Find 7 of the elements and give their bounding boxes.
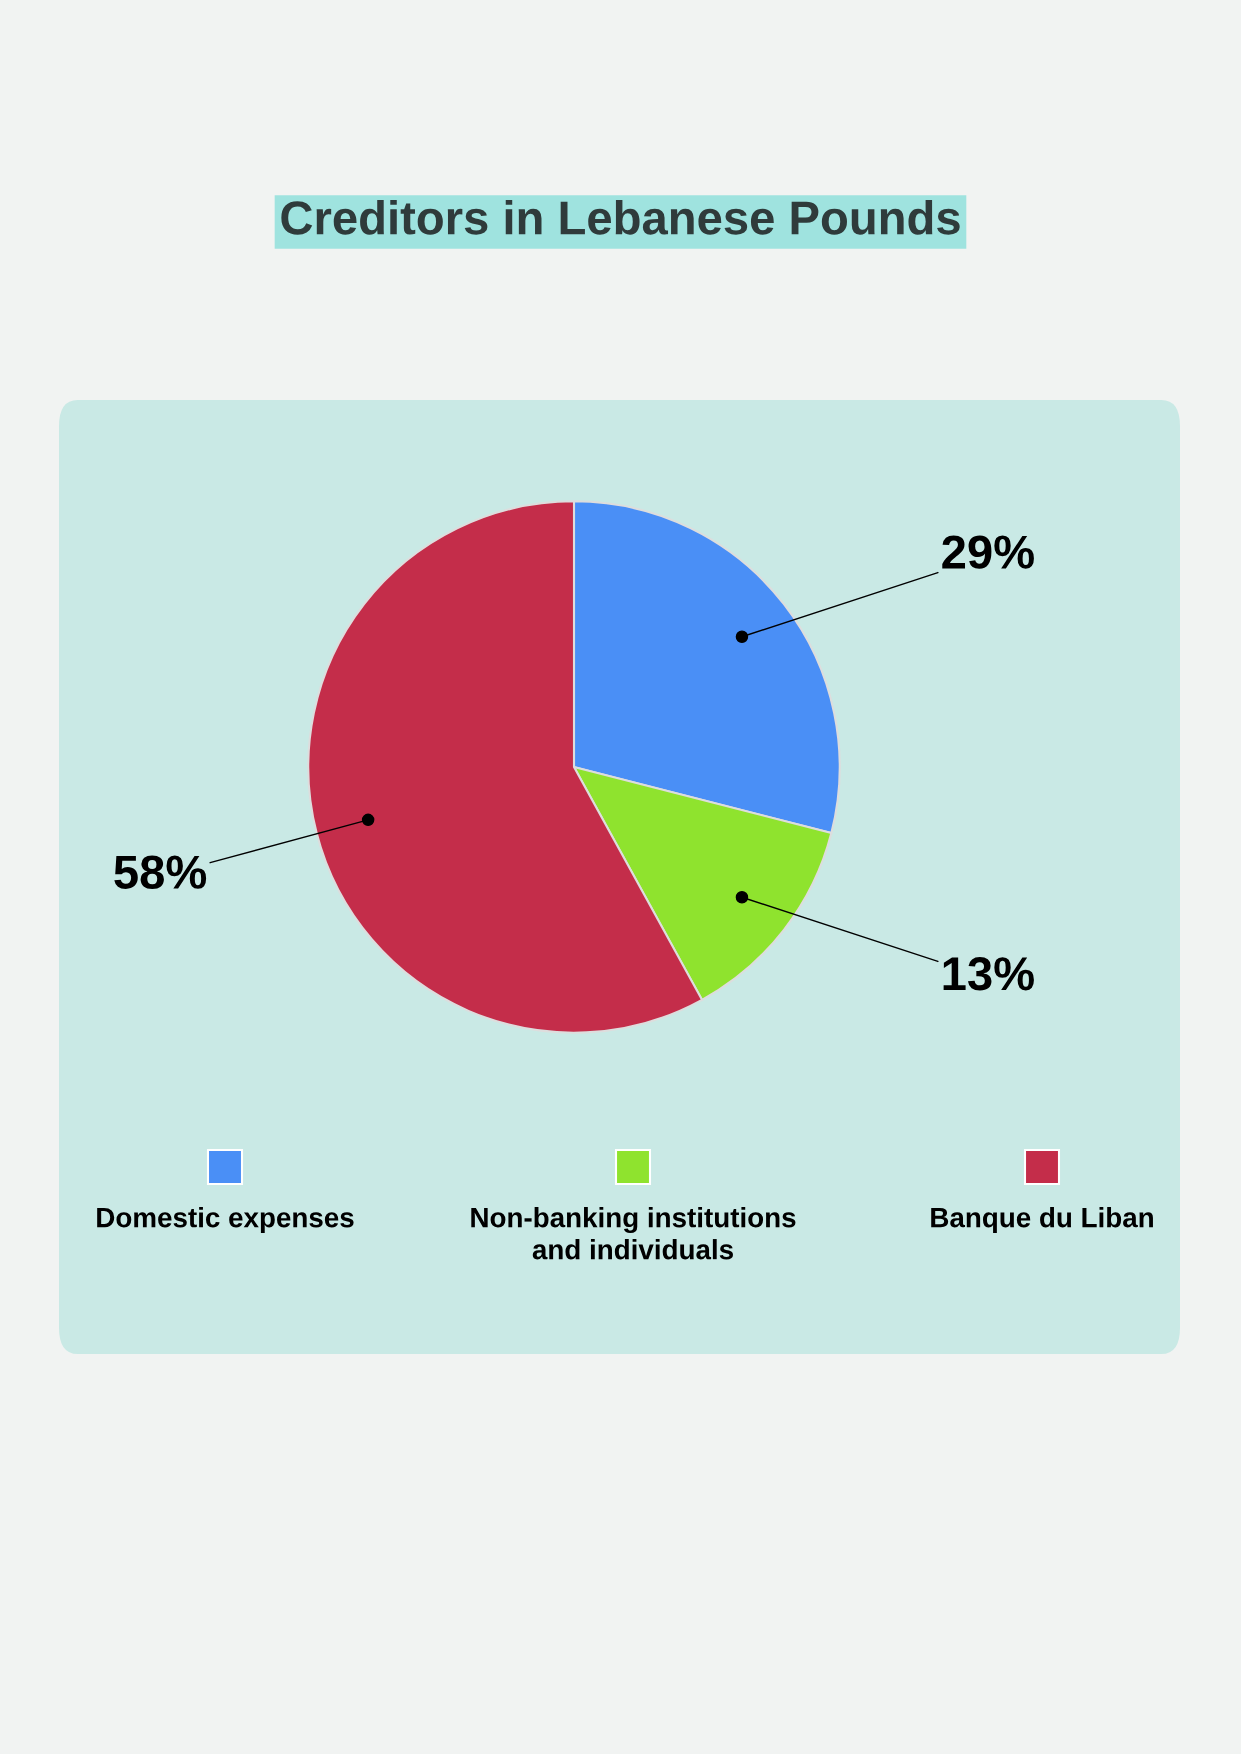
data-label: 29% — [942, 535, 1034, 569]
legend-label: Banque du Liban — [931, 1207, 1153, 1233]
data-label: 13% — [943, 957, 1034, 991]
data-label: 58% — [114, 855, 207, 889]
chart-title: Creditors in Lebanese Pounds — [281, 199, 960, 235]
legend-label: Non-banking institutions and individuals — [471, 1207, 796, 1260]
legend-label: Domestic expenses — [97, 1207, 354, 1233]
